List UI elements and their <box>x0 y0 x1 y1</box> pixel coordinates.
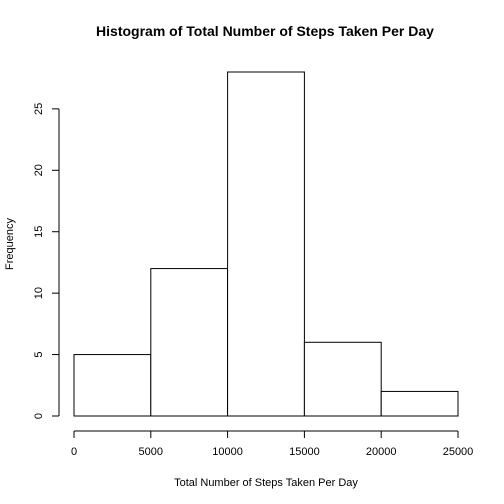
y-axis-label: Frequency <box>4 218 16 270</box>
y-tick-label: 15 <box>33 226 45 238</box>
histogram-bar-3 <box>303 341 382 417</box>
x-tick-label: 20000 <box>366 446 397 458</box>
y-axis: 0 5 10 15 20 25 <box>33 103 60 419</box>
x-tick-label: 10000 <box>212 446 243 458</box>
x-axis: 0 5000 10000 15000 20000 25000 <box>71 430 474 458</box>
histogram-bar-2 <box>227 71 305 417</box>
y-tick-label: 20 <box>33 164 45 176</box>
y-tick-label: 5 <box>33 352 45 358</box>
x-tick-label: 25000 <box>443 446 474 458</box>
chart-title: Histogram of Total Number of Steps Taken… <box>96 23 434 39</box>
histogram-bar-1 <box>150 268 229 417</box>
bars <box>73 71 459 417</box>
x-tick-label: 0 <box>71 446 77 458</box>
y-tick-label: 25 <box>33 103 45 115</box>
x-axis-label: Total Number of Steps Taken Per Day <box>174 477 358 489</box>
x-tick-label: 15000 <box>289 446 320 458</box>
x-tick-label: 5000 <box>139 446 163 458</box>
histogram-bar-4 <box>380 390 459 417</box>
y-tick-label: 0 <box>33 413 45 419</box>
histogram-bar-0 <box>73 354 152 417</box>
y-tick-label: 10 <box>33 287 45 299</box>
